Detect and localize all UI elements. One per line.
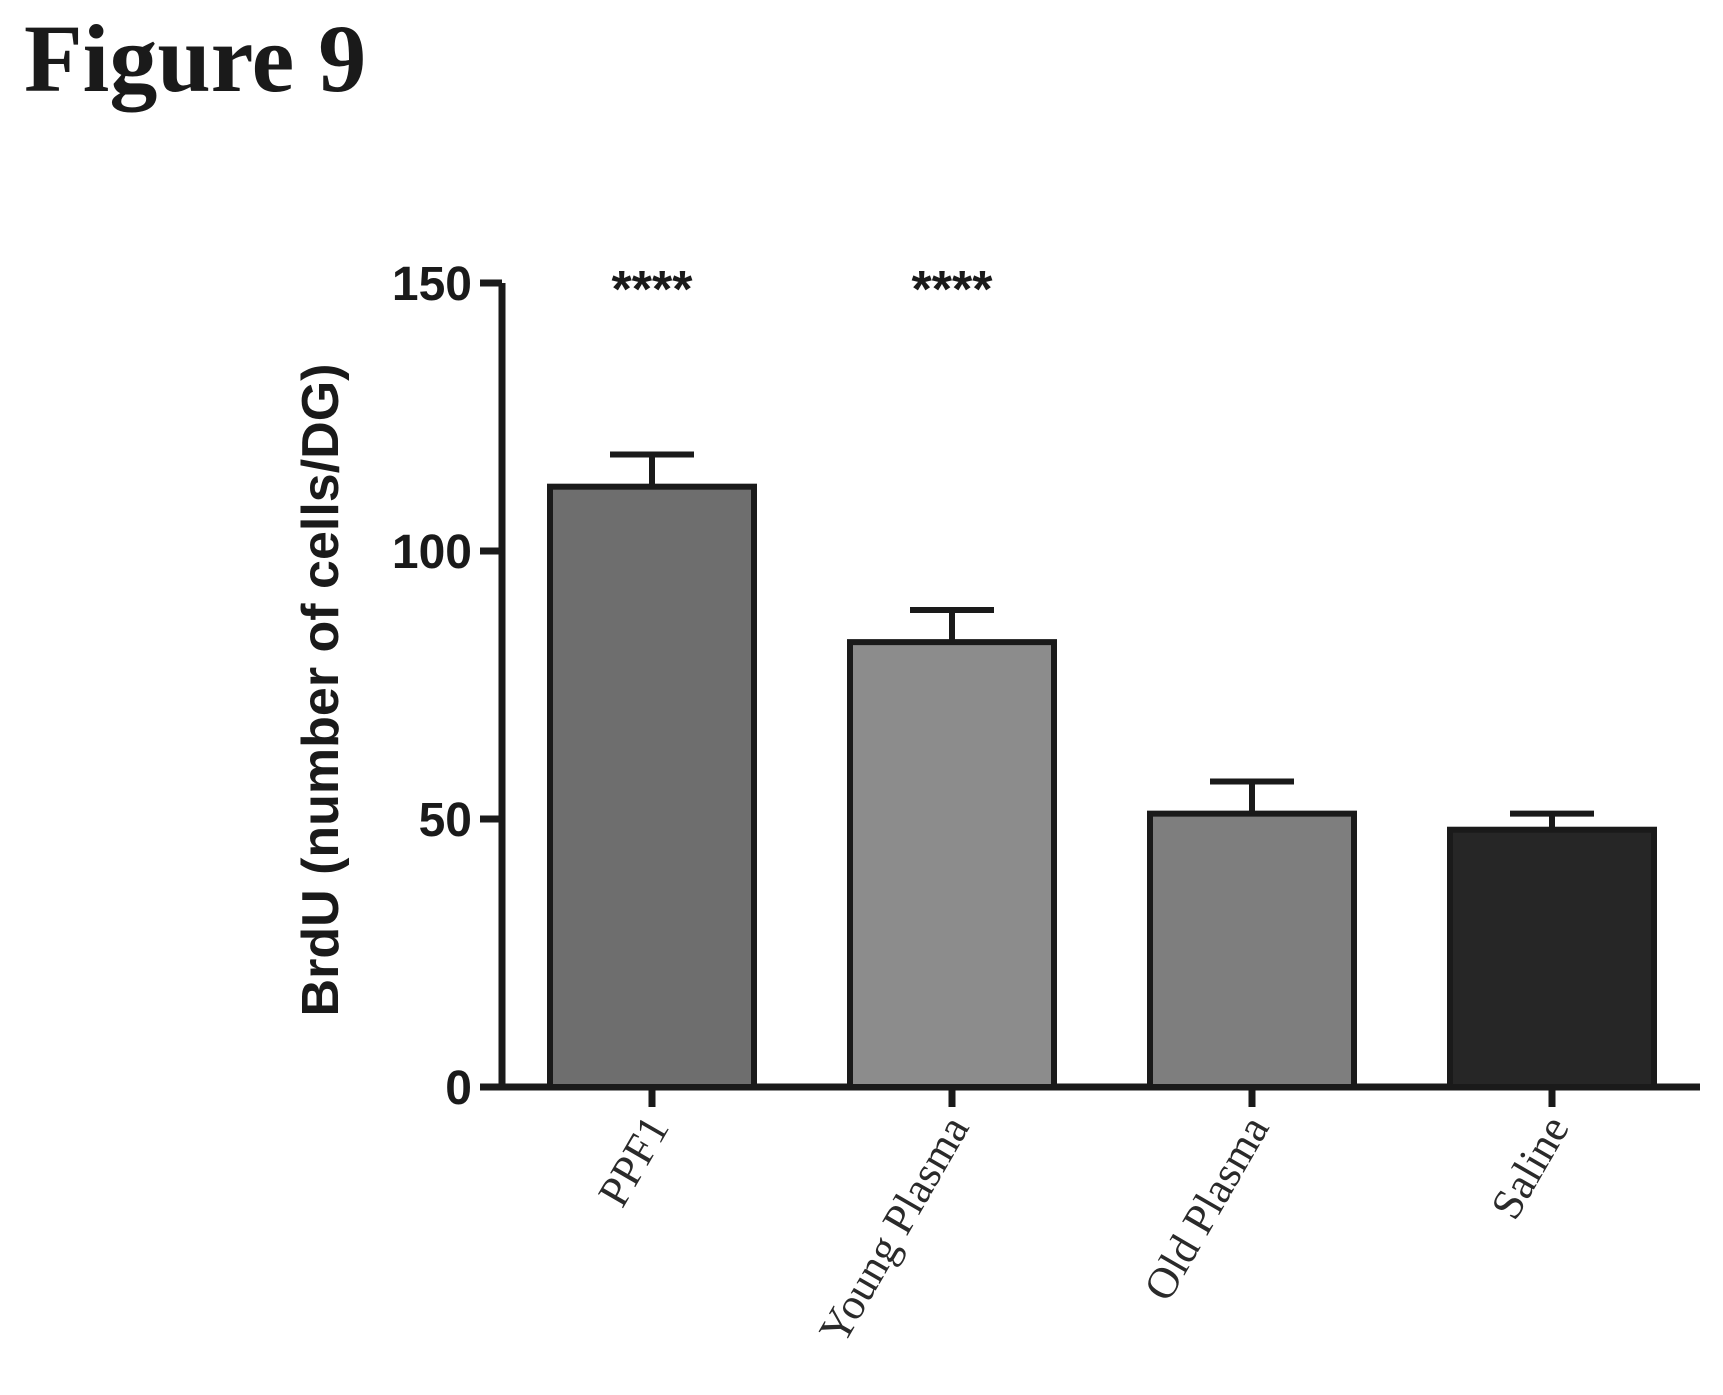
x-axis: PPF1 Young Plasma Old Plasma Saline: [499, 1087, 1700, 1352]
x-tick-label: Old Plasma: [1134, 1108, 1278, 1309]
bar-old-plasma: [1150, 814, 1354, 1087]
bar-ppf1: [550, 487, 754, 1087]
x-tick-label: Saline: [1481, 1108, 1578, 1228]
bar-young-plasma: [850, 642, 1054, 1087]
y-axis-label: BrdU (number of cells/DG): [292, 364, 350, 1017]
bar-saline: [1450, 830, 1654, 1087]
x-tick-label: PPF1: [589, 1108, 679, 1215]
y-tick-label: 100: [392, 526, 472, 579]
significance-label: ****: [612, 261, 694, 319]
bars: **** ****: [550, 261, 1654, 1087]
x-tick-label: Young Plasma: [809, 1108, 978, 1352]
significance-label: ****: [912, 261, 994, 319]
y-tick-label: 150: [392, 258, 472, 311]
y-axis: 0 50 100 150: [392, 258, 502, 1115]
y-tick-label: 0: [445, 1062, 472, 1115]
y-tick-label: 50: [419, 794, 472, 847]
